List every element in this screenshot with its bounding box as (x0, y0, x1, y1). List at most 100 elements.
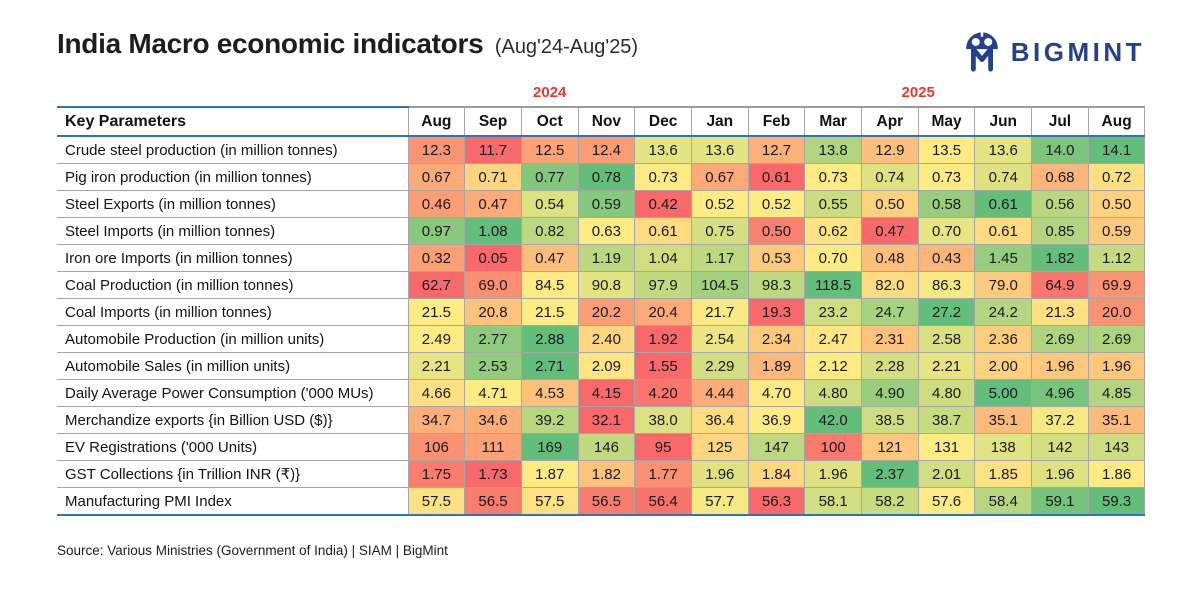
value-cell: 20.0 (1087, 298, 1146, 326)
value-cell: 0.52 (747, 190, 806, 218)
row-label: Merchandize exports {in Billion USD ($)} (57, 406, 409, 434)
value-cell: 0.74 (974, 163, 1033, 191)
value-cell: 1.75 (407, 460, 466, 488)
value-cell: 0.50 (747, 217, 806, 245)
value-cell: 106 (407, 433, 466, 461)
value-cell: 21.7 (690, 298, 749, 326)
value-cell: 146 (577, 433, 636, 461)
value-cell: 1.45 (974, 244, 1033, 272)
table-row: Automobile Sales (in million units) 2.21 2… (57, 352, 1146, 380)
value-cell: 27.2 (917, 298, 976, 326)
value-cell: 24.7 (861, 298, 919, 326)
value-cell: 58.2 (861, 487, 919, 516)
value-cell: 12.3 (407, 135, 466, 164)
value-cell: 0.73 (917, 163, 976, 191)
row-label: EV Registrations ('000 Units) (57, 433, 409, 461)
value-cell: 0.70 (917, 217, 976, 245)
value-cell: 0.77 (520, 163, 579, 191)
column-header-jun-10: Jun (974, 106, 1033, 137)
value-cell: 1.85 (974, 460, 1033, 488)
value-cell: 20.2 (577, 298, 636, 326)
table-row: Coal Imports (in million tonnes) 21.5 20.8… (57, 298, 1146, 326)
value-cell: 138 (974, 433, 1033, 461)
value-cell: 90.8 (577, 271, 636, 299)
value-cell: 38.7 (917, 406, 976, 434)
value-cell: 0.78 (577, 163, 636, 191)
value-cell: 4.70 (747, 379, 806, 407)
value-cell: 0.56 (1031, 190, 1089, 218)
value-cell: 1.96 (1031, 460, 1089, 488)
value-cell: 0.67 (690, 163, 749, 191)
value-cell: 4.15 (577, 379, 636, 407)
value-cell: 1.86 (1087, 460, 1146, 488)
value-cell: 11.7 (464, 135, 522, 164)
column-header-aug-0: Aug (407, 106, 466, 137)
value-cell: 0.61 (634, 217, 692, 245)
value-cell: 13.8 (804, 135, 863, 164)
value-cell: 0.85 (1031, 217, 1089, 245)
value-cell: 0.55 (804, 190, 863, 218)
value-cell: 0.54 (520, 190, 579, 218)
value-cell: 21.5 (520, 298, 579, 326)
value-cell: 56.5 (577, 487, 636, 516)
year-row: 2024 2025 (57, 82, 1145, 107)
row-label: Iron ore Imports (in million tonnes) (57, 244, 409, 272)
value-cell: 169 (520, 433, 579, 461)
value-cell: 1.17 (690, 244, 749, 272)
value-cell: 0.61 (974, 217, 1033, 245)
value-cell: 4.71 (464, 379, 522, 407)
value-cell: 13.5 (917, 135, 976, 164)
row-label: Coal Production (in million tonnes) (57, 271, 409, 299)
value-cell: 14.0 (1031, 135, 1089, 164)
value-cell: 1.89 (747, 352, 806, 380)
value-cell: 38.5 (861, 406, 919, 434)
value-cell: 0.47 (464, 190, 522, 218)
row-label: Daily Average Power Consumption ('000 MU… (57, 379, 409, 407)
value-cell: 13.6 (634, 135, 692, 164)
value-cell: 12.4 (577, 135, 636, 164)
value-cell: 57.5 (407, 487, 466, 516)
column-header-feb-6: Feb (747, 106, 806, 137)
value-cell: 2.49 (407, 325, 466, 353)
table-row: Merchandize exports {in Billion USD ($)}… (57, 406, 1146, 434)
value-cell: 19.3 (747, 298, 806, 326)
value-cell: 69.9 (1087, 271, 1146, 299)
value-cell: 125 (690, 433, 749, 461)
value-cell: 0.47 (861, 217, 919, 245)
column-header-jul-11: Jul (1031, 106, 1089, 137)
bigmint-logo-wordmark: BIGMINT (1010, 36, 1145, 67)
row-label: Steel Imports (in million tonnes) (57, 217, 409, 245)
value-cell: 84.5 (520, 271, 579, 299)
value-cell: 1.73 (464, 460, 522, 488)
value-cell: 147 (747, 433, 806, 461)
column-header-row: Key Parameters Aug Sep Oct Nov Dec Jan Feb Mar Ap… (57, 106, 1146, 137)
value-cell: 56.5 (464, 487, 522, 516)
value-cell: 0.05 (464, 244, 522, 272)
value-cell: 21.3 (1031, 298, 1089, 326)
value-cell: 95 (634, 433, 692, 461)
column-header-aug-12: Aug (1087, 106, 1146, 137)
value-cell: 4.80 (917, 379, 976, 407)
value-cell: 0.50 (861, 190, 919, 218)
value-cell: 0.71 (464, 163, 522, 191)
bigmint-logo-icon (962, 30, 1002, 74)
key-parameters-header: Key Parameters (57, 106, 409, 137)
value-cell: 4.53 (520, 379, 579, 407)
value-cell: 4.66 (407, 379, 466, 407)
value-cell: 2.29 (690, 352, 749, 380)
value-cell: 4.90 (861, 379, 919, 407)
value-cell: 1.19 (577, 244, 636, 272)
year-row-spacer (57, 82, 408, 107)
value-cell: 2.31 (861, 325, 919, 353)
value-cell: 0.53 (747, 244, 806, 272)
value-cell: 2.21 (917, 352, 976, 380)
value-cell: 86.3 (917, 271, 976, 299)
value-cell: 0.73 (804, 163, 863, 191)
value-cell: 57.7 (690, 487, 749, 516)
row-label: Crude steel production (in million tonne… (57, 135, 409, 164)
value-cell: 1.08 (464, 217, 522, 245)
table-row: Daily Average Power Consumption ('000 MU… (57, 379, 1146, 407)
value-cell: 131 (917, 433, 976, 461)
value-cell: 1.82 (577, 460, 636, 488)
value-cell: 1.87 (520, 460, 579, 488)
